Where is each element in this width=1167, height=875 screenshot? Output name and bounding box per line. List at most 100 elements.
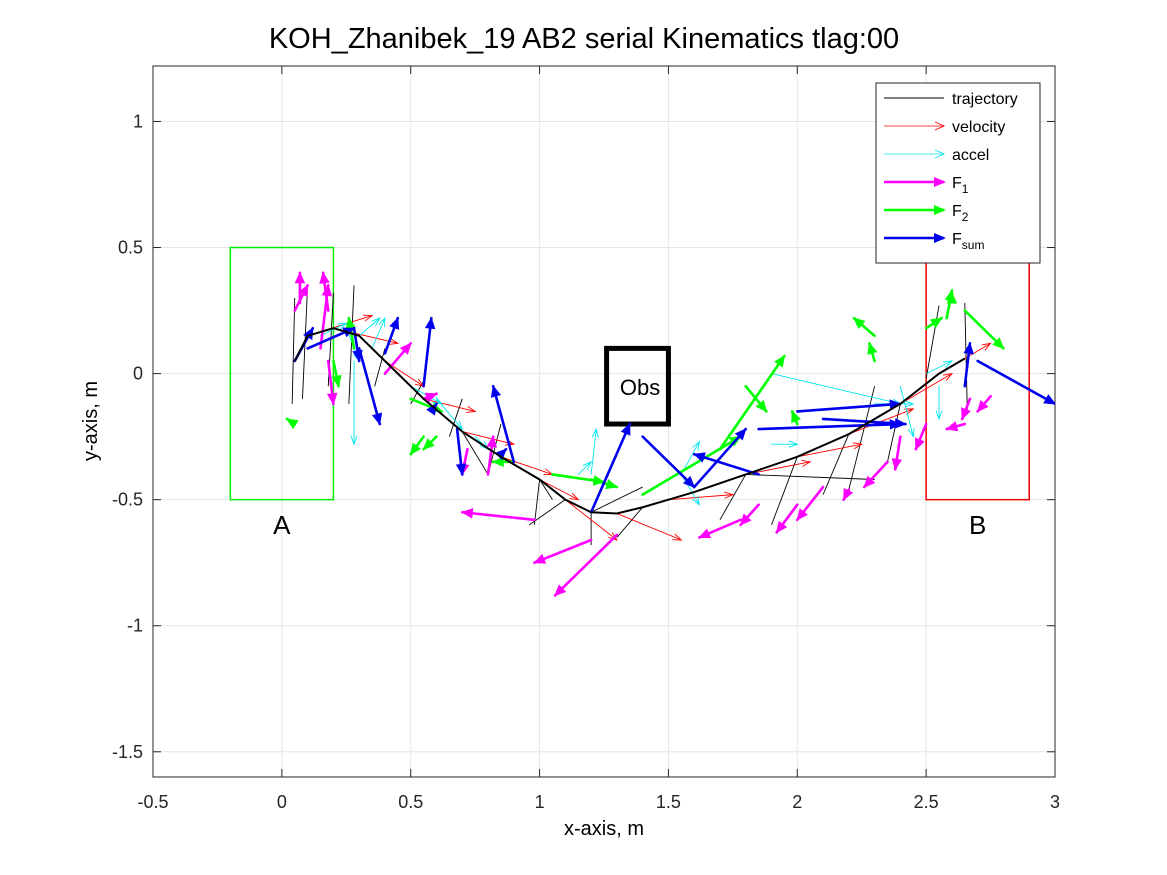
f2-arrow-head: [491, 456, 504, 468]
trajectory-link: [745, 473, 875, 480]
velocity-arrow-shaft: [667, 494, 734, 501]
fsum-arrow-head: [1043, 394, 1055, 405]
velocity-arrow: [745, 459, 812, 475]
f2-arrow: [924, 316, 943, 330]
velocity-arrow: [796, 442, 864, 458]
legend-label-text: F: [952, 175, 962, 192]
legend-label-text: trajectory: [952, 91, 1018, 108]
f2-arrow: [331, 359, 342, 388]
f2-arrow-head: [422, 438, 435, 451]
f2-arrow-head: [409, 442, 422, 456]
legend-label: accel: [952, 147, 989, 164]
trajectory-link: [291, 297, 296, 404]
fsum-arrow-head: [389, 316, 400, 330]
legend-swatch-arrowhead: [934, 205, 946, 215]
x-axis-label: x-axis, m: [564, 818, 644, 840]
trajectory-link: [448, 398, 463, 437]
legend-swatch-arrowhead: [934, 149, 946, 159]
f1-arrow: [422, 392, 438, 403]
legend-label: trajectory: [952, 91, 1018, 108]
accel-arrow-head: [904, 400, 915, 408]
fsum-arrow-head: [693, 452, 706, 463]
plot-content: [229, 246, 1055, 597]
f1-arrow-head: [796, 508, 808, 521]
f1-arrow: [891, 435, 903, 471]
f2-arrow-head: [992, 337, 1005, 350]
trajectory-link: [822, 433, 850, 495]
f2-arrow: [852, 316, 876, 338]
velocity-arrow-shaft: [539, 479, 579, 501]
x-tick-label: 2.5: [914, 792, 939, 812]
f1-arrow-head: [945, 421, 959, 432]
legend-label-subscript: sum: [962, 238, 985, 252]
accel-arrow-shaft: [320, 322, 347, 337]
f1-arrow-head: [976, 399, 989, 413]
f1-arrow-head: [326, 392, 338, 406]
accel-arrow: [899, 385, 915, 438]
f1-arrow-head: [319, 271, 330, 284]
accel-arrow-head: [591, 427, 599, 438]
f1-arrow: [533, 538, 593, 564]
f2-arrow: [718, 354, 786, 451]
trajectory-link: [719, 474, 747, 521]
velocity-arrow-head: [466, 406, 477, 413]
accel-arrow: [371, 316, 386, 349]
accel-arrow-head: [582, 460, 593, 471]
accel-arrow: [358, 317, 381, 337]
x-tick-label: 2: [792, 792, 802, 812]
legend-item: F2: [884, 203, 969, 224]
fsum-arrow-shaft: [641, 435, 696, 489]
velocity-arrow-shaft: [461, 431, 515, 445]
f1-arrow: [976, 394, 992, 413]
f2-arrow: [963, 309, 1005, 350]
accel-arrow-shaft: [358, 317, 381, 337]
velocity-arrow-head: [801, 459, 812, 467]
f2-arrow-head: [946, 291, 958, 304]
legend-box: [875, 82, 1041, 264]
fsum-arrow: [821, 417, 907, 429]
accel-arrow-shaft: [680, 473, 700, 506]
velocity-arrow-shaft: [616, 513, 682, 541]
legend-label: F2: [952, 203, 969, 224]
f2-arrow-head: [929, 317, 943, 329]
region-a-box: [229, 246, 335, 501]
fsum-arrow: [692, 427, 748, 489]
accel-arrow-head: [935, 410, 943, 421]
trajectory-link: [616, 506, 643, 538]
f2-arrow: [867, 342, 878, 363]
f1-arrow-head: [321, 284, 333, 297]
f1-arrow: [326, 359, 338, 406]
accel-arrow-head: [350, 435, 358, 446]
accel-arrow-head: [371, 317, 381, 327]
f2-arrow: [409, 435, 425, 456]
x-tick-label: 3: [1050, 792, 1060, 812]
y-tick-label: 1: [133, 111, 143, 131]
f1-arrow-head: [961, 407, 971, 421]
f1-arrow-head: [399, 342, 412, 355]
legend-label: F1: [952, 175, 969, 196]
fsum-arrow: [357, 347, 383, 426]
fsum-arrow-shaft: [757, 422, 902, 431]
f2-arrow-head: [853, 317, 866, 329]
f2-arrow-head: [774, 354, 786, 368]
velocity-arrow-head: [672, 533, 683, 541]
fsum-arrow-shaft: [589, 422, 632, 514]
fsum-arrow: [692, 452, 760, 476]
legend-label-text: accel: [952, 147, 989, 164]
f1-arrow: [460, 508, 536, 522]
f2-arrow: [285, 417, 299, 430]
fsum-arrow: [589, 422, 632, 514]
velocity-arrow-head: [724, 491, 735, 499]
velocity-arrow-head: [388, 338, 400, 345]
y-tick-label: -0.5: [112, 490, 143, 510]
accel-arrow: [771, 440, 799, 448]
f2-arrow-shaft: [641, 435, 742, 496]
f1-arrow: [842, 487, 854, 501]
region-obs-label: Obs: [620, 375, 660, 400]
fsum-arrow: [490, 384, 516, 464]
trajectory-link: [533, 479, 541, 525]
velocity-arrow-shaft: [500, 456, 553, 475]
f1-arrow: [960, 397, 972, 421]
